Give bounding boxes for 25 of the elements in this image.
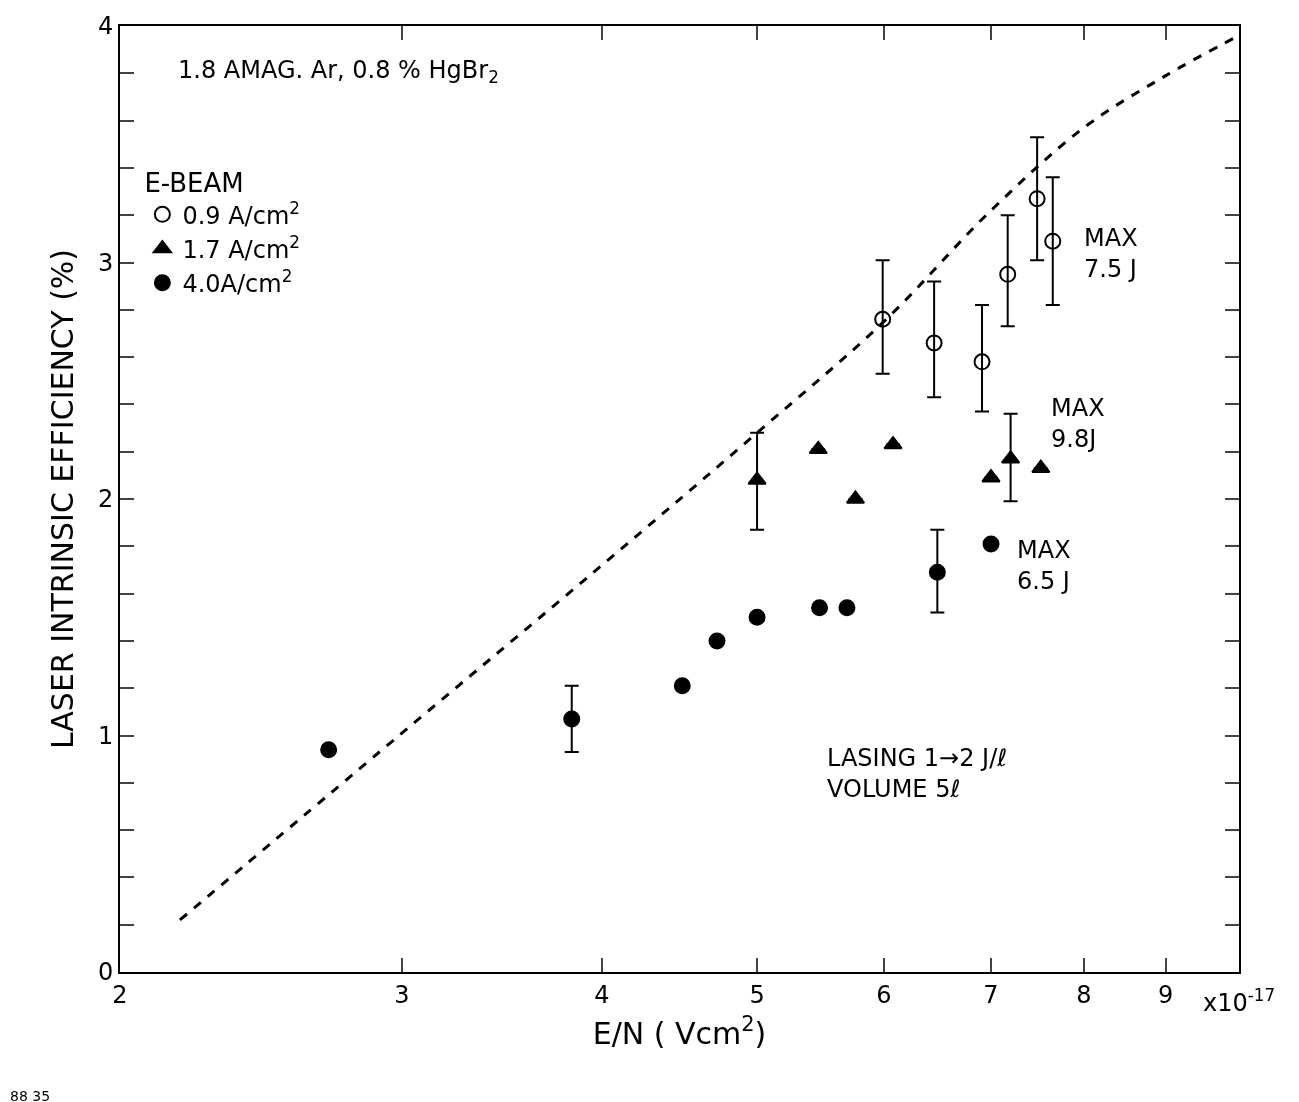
y-tick-label: 0 xyxy=(97,958,114,987)
y-tick-label: 3 xyxy=(97,248,114,277)
legend-label: 1.7 A/cm$^{2}$ xyxy=(182,231,300,264)
annotation: 1.8 AMAG. Ar, 0.8 % HgBr$_{2}$ xyxy=(178,56,499,88)
annotation: LASING 1→2 J/ℓ VOLUME 5ℓ xyxy=(827,744,1008,804)
x-tick-label: 4 xyxy=(594,980,610,1009)
y-axis-title: LASER INTRINSIC EFFICIENCY (%) xyxy=(45,248,81,750)
text: 88 35 xyxy=(10,1088,51,1102)
y-tick-label: 4 xyxy=(97,12,114,41)
annotation: MAX 9.8J xyxy=(1051,394,1105,454)
annotation: MAX 6.5 J xyxy=(1017,536,1071,596)
x-axis-title: E/N ( Vcm$^{2}$) xyxy=(592,1012,767,1051)
x-tick-label: 8 xyxy=(1076,980,1092,1009)
x-tick-label: 9 xyxy=(1158,980,1174,1009)
x-tick-label: 7 xyxy=(983,980,999,1009)
text: x10$^{-17}$ xyxy=(1203,985,1276,1018)
annotation: MAX 7.5 J xyxy=(1084,224,1138,284)
y-tick-label: 1 xyxy=(97,721,114,750)
x-tick-label: 5 xyxy=(749,980,765,1009)
legend-label: 4.0A/cm$^{2}$ xyxy=(182,266,293,299)
legend-title: E-BEAM xyxy=(144,168,244,199)
x-tick-label: 3 xyxy=(394,980,410,1009)
y-tick-label: 2 xyxy=(97,485,114,514)
legend-label: 0.9 A/cm$^{2}$ xyxy=(182,197,300,230)
x-tick-label: 6 xyxy=(876,980,892,1009)
